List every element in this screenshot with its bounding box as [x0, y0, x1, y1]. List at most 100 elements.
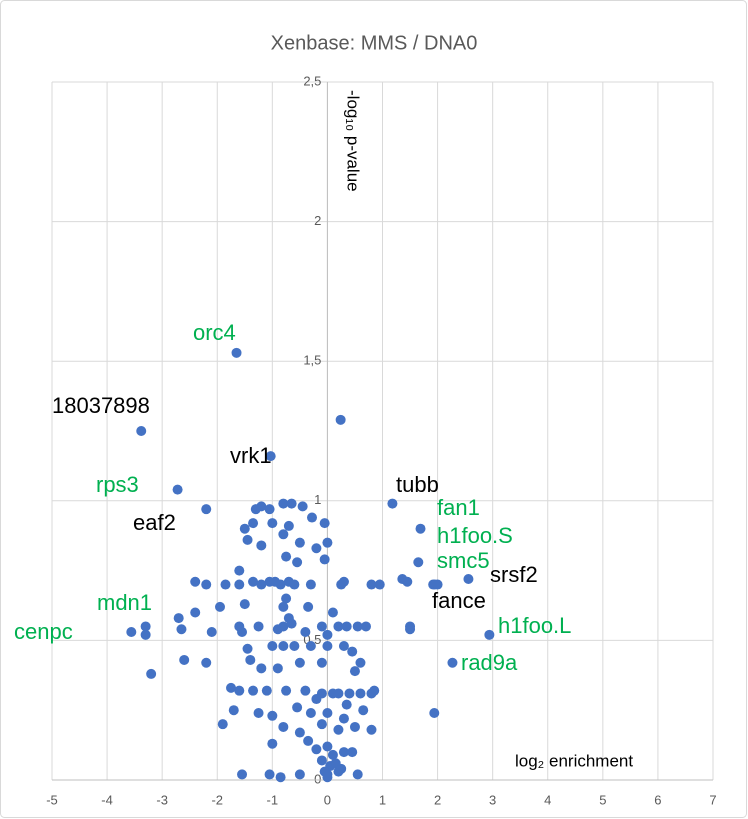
point: [306, 512, 317, 523]
point: [275, 772, 286, 783]
point: [234, 685, 245, 696]
point: [286, 618, 297, 629]
point: [338, 747, 349, 758]
point: [190, 607, 201, 618]
point: [281, 593, 292, 604]
point: [333, 688, 344, 699]
point: [242, 643, 253, 654]
point: [292, 702, 303, 713]
point: [220, 579, 231, 590]
annotation: tubb: [396, 472, 439, 497]
point: [366, 579, 377, 590]
point: [278, 529, 289, 540]
point: [316, 621, 327, 632]
point: [248, 685, 259, 696]
point: [215, 601, 226, 612]
point: [278, 601, 289, 612]
point: [338, 640, 349, 651]
y-tick-label: 0: [314, 771, 321, 786]
point: [237, 769, 248, 780]
point: [447, 657, 458, 668]
point: [463, 573, 474, 584]
point: [387, 498, 398, 509]
point: [231, 347, 242, 358]
x-tick-label: 5: [599, 792, 606, 807]
point: [256, 663, 267, 674]
point: [201, 579, 212, 590]
point: [248, 518, 259, 529]
point: [333, 724, 344, 735]
point: [272, 663, 283, 674]
point: [140, 621, 151, 632]
point: [146, 668, 157, 679]
x-tick-label: 4: [544, 792, 551, 807]
point: [355, 688, 366, 699]
point: [352, 621, 363, 632]
point: [201, 657, 212, 668]
point: [341, 621, 352, 632]
point: [327, 607, 338, 618]
point: [294, 727, 305, 738]
point: [322, 537, 333, 548]
point: [286, 498, 297, 509]
point: [322, 629, 333, 640]
point: [402, 576, 413, 587]
point: [217, 719, 228, 730]
point: [253, 621, 264, 632]
point: [264, 504, 275, 515]
point: [294, 657, 305, 668]
annotation: 18037898: [52, 393, 150, 418]
point: [374, 579, 385, 590]
x-tick-label: -1: [267, 792, 279, 807]
point: [267, 518, 278, 529]
point: [206, 627, 217, 638]
point: [297, 501, 308, 512]
point: [234, 579, 245, 590]
annotation: srsf2: [490, 562, 538, 587]
annotation: rps3: [96, 472, 139, 497]
x-tick-label: 3: [489, 792, 496, 807]
point: [327, 749, 338, 760]
point: [303, 601, 314, 612]
point: [319, 554, 330, 565]
point: [248, 576, 259, 587]
point: [366, 724, 377, 735]
point: [415, 523, 426, 534]
point: [267, 710, 278, 721]
point: [322, 640, 333, 651]
x-tick-label: -3: [156, 792, 168, 807]
point: [347, 646, 358, 657]
annotation: orc4: [193, 320, 236, 345]
point: [278, 498, 289, 509]
point: [360, 621, 371, 632]
y-tick-label: 2,5: [303, 73, 321, 88]
point: [355, 657, 366, 668]
point: [239, 523, 250, 534]
point: [358, 705, 369, 716]
point: [311, 744, 322, 755]
point: [347, 747, 358, 758]
point: [278, 640, 289, 651]
point: [256, 501, 267, 512]
x-tick-label: -4: [101, 792, 113, 807]
annotation: eaf2: [133, 510, 176, 535]
x-tick-label: 6: [654, 792, 661, 807]
y-tick-label: 2: [314, 213, 321, 228]
point: [237, 627, 248, 638]
point: [292, 557, 303, 568]
point: [322, 772, 333, 783]
point: [484, 629, 495, 640]
x-tick-label: 2: [434, 792, 441, 807]
point: [283, 520, 294, 531]
point: [140, 629, 151, 640]
point: [136, 426, 147, 436]
x-tick-label: 0: [324, 792, 331, 807]
y-axis-label: -log₁₀ p-value: [344, 90, 363, 192]
point: [228, 705, 239, 716]
point: [281, 685, 292, 696]
point: [242, 534, 253, 545]
point: [432, 579, 443, 590]
annotation: mdn1: [97, 590, 152, 615]
point: [322, 741, 333, 752]
